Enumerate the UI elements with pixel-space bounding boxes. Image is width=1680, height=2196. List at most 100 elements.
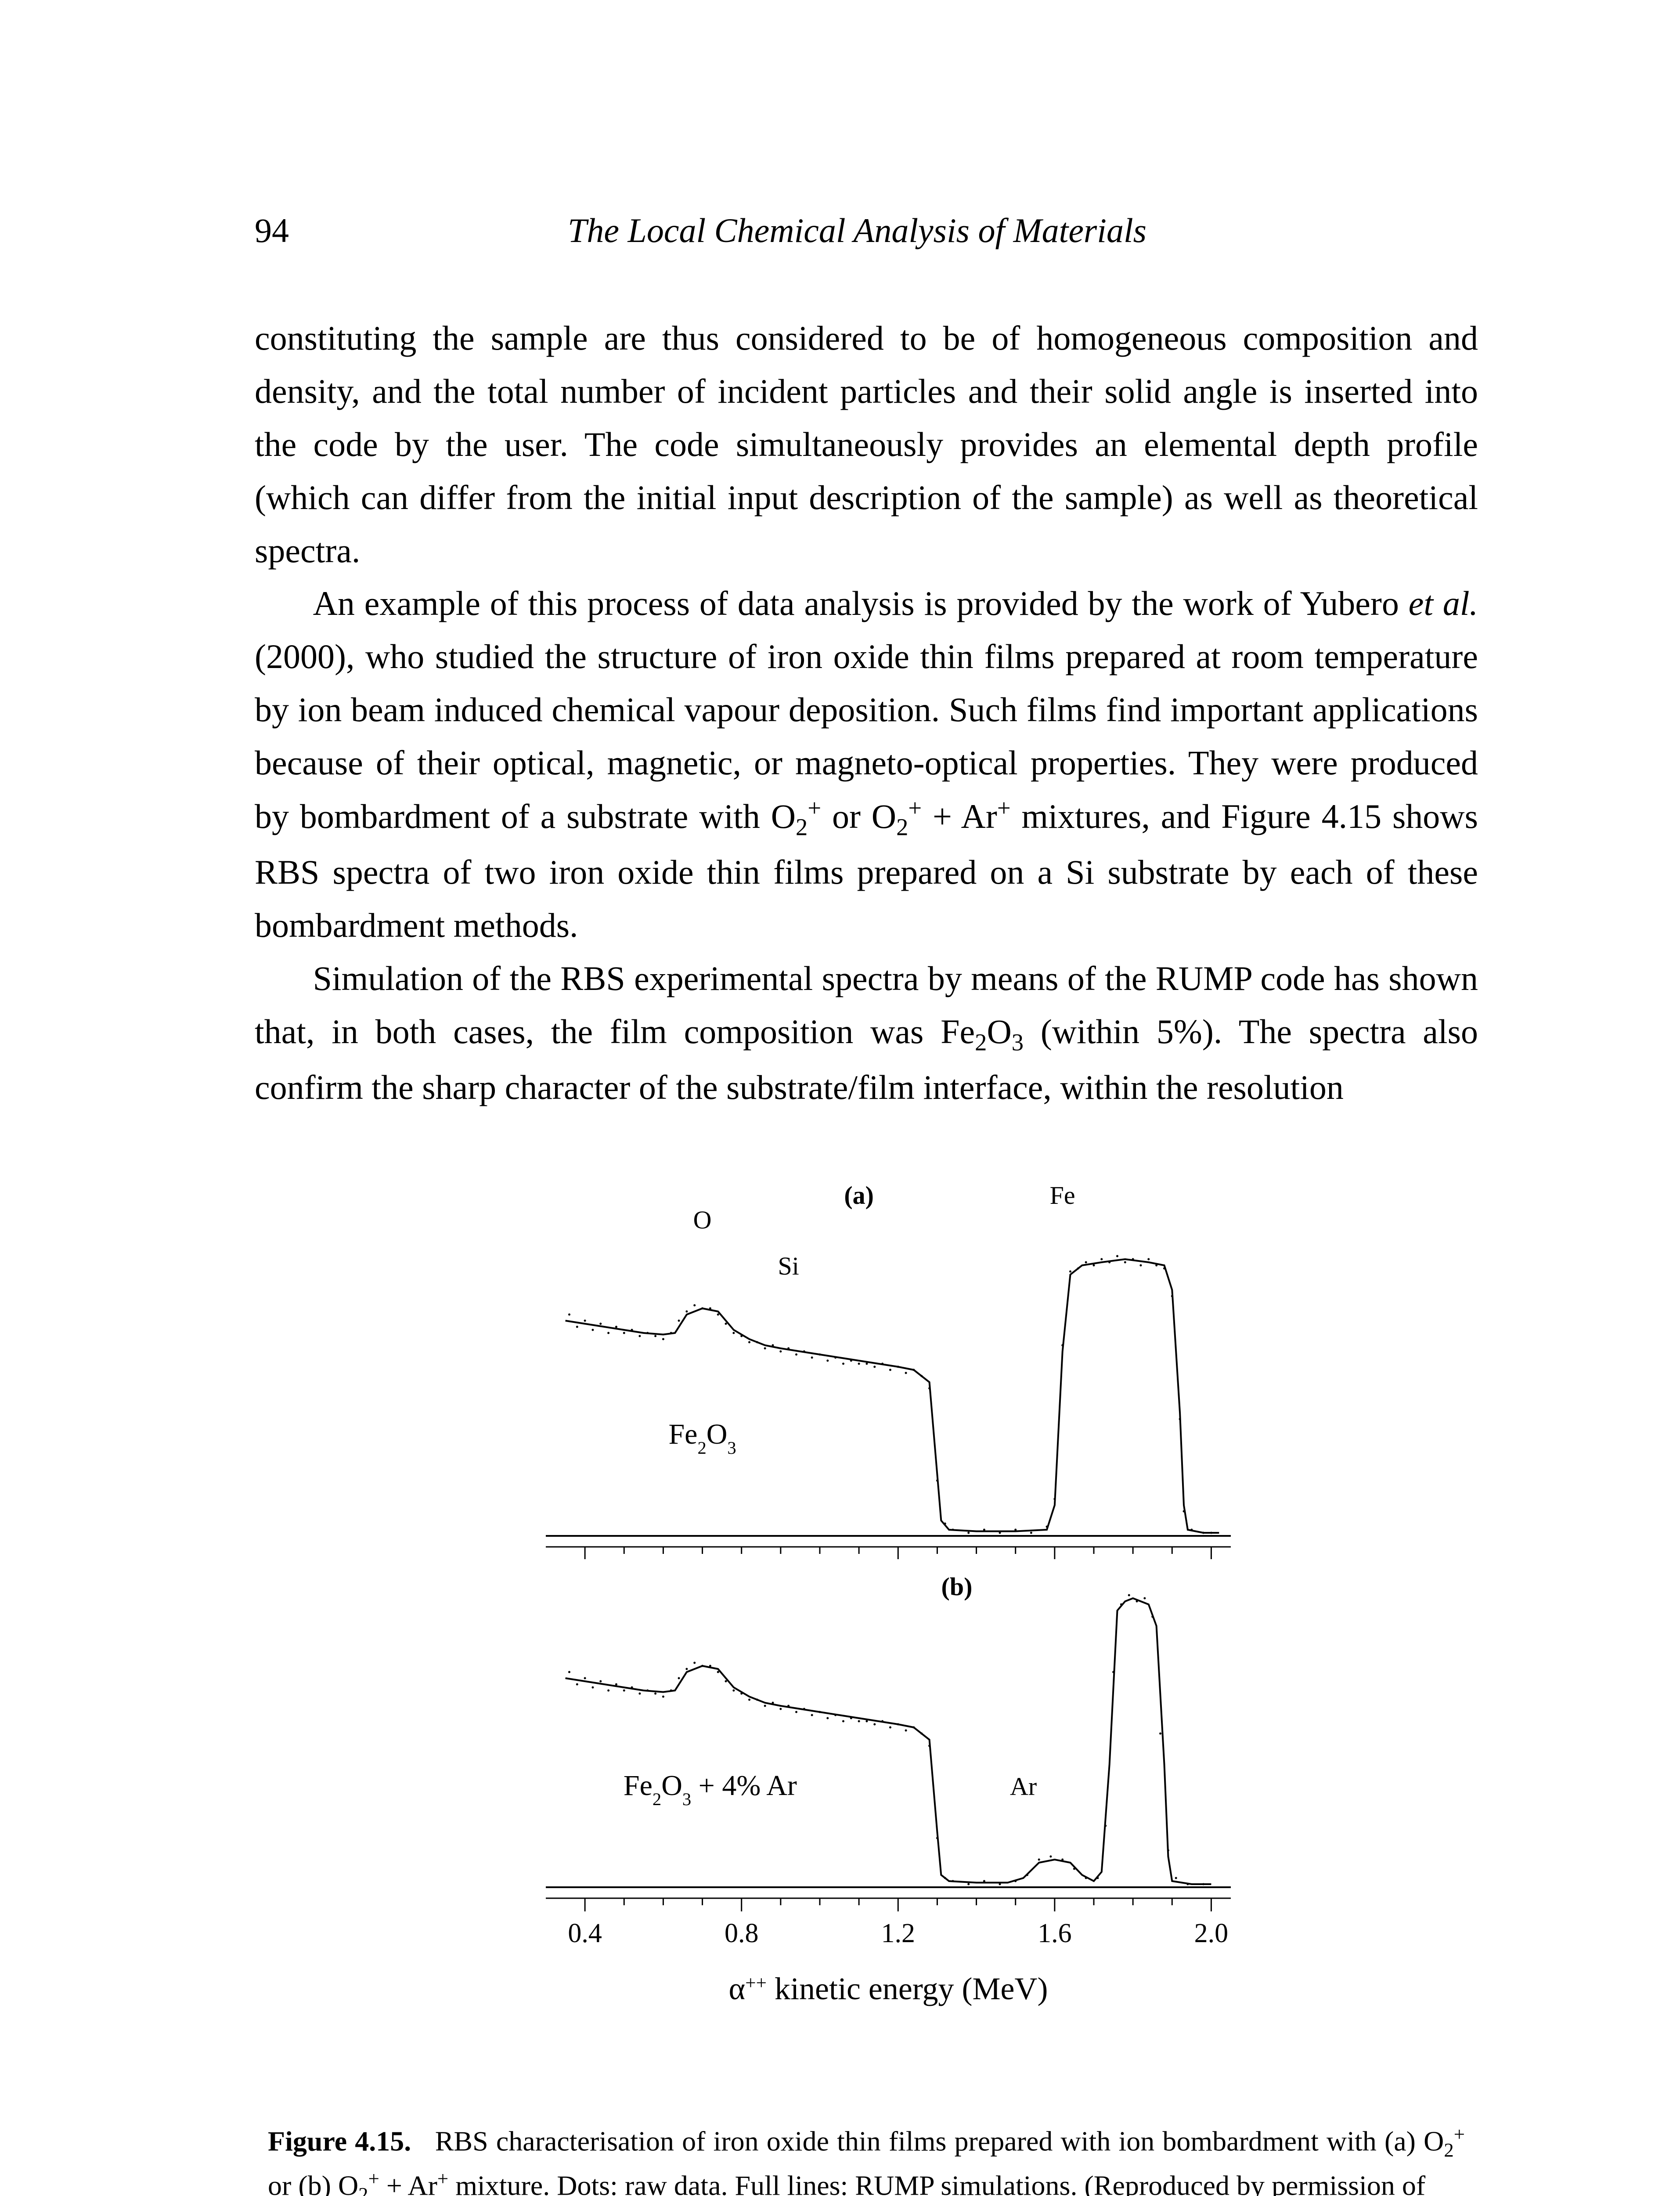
series-a-dot	[1093, 1264, 1095, 1266]
series-a-dot	[1202, 1531, 1204, 1534]
series-b-dot	[983, 1880, 985, 1882]
series-a-dot	[1210, 1531, 1212, 1534]
p2-sub-2: 2	[896, 814, 908, 841]
label-a: (a)	[844, 1181, 874, 1210]
series-b-dot	[873, 1723, 876, 1725]
series-b-dot	[1136, 1600, 1138, 1602]
series-a-dot	[670, 1332, 672, 1334]
series-b-dot	[1026, 1874, 1028, 1876]
series-a-line	[566, 1259, 1219, 1533]
series-b-dot	[638, 1692, 641, 1694]
series-b-dot	[756, 1698, 758, 1701]
p3-sub-2: 3	[1012, 1029, 1024, 1055]
series-b-dot	[693, 1661, 696, 1664]
series-b-dot	[795, 1711, 797, 1713]
series-b-dot	[701, 1665, 703, 1667]
series-b-dot	[1175, 1877, 1177, 1879]
label-ar: Ar	[1010, 1772, 1037, 1801]
series-a-dot	[779, 1350, 782, 1352]
series-a-dot	[1132, 1258, 1134, 1260]
series-b-dot	[1104, 1824, 1107, 1827]
series-b-dot	[912, 1726, 915, 1728]
series-a-dot	[1179, 1418, 1181, 1420]
p2-text-a: An example of this process of data analy…	[313, 584, 1409, 622]
series-a-dot	[1085, 1261, 1087, 1263]
series-a-dot	[717, 1313, 719, 1315]
p2-sup-1: +	[808, 795, 821, 821]
series-a-dot	[999, 1531, 1001, 1534]
page-number: 94	[255, 211, 289, 250]
series-a-dot	[928, 1387, 930, 1389]
series-a-dot	[842, 1362, 844, 1365]
label-fe: Fe	[1050, 1181, 1075, 1210]
label-fe2o3: Fe2O3	[668, 1418, 736, 1458]
series-b-dot	[615, 1683, 617, 1685]
series-a-dot	[615, 1326, 617, 1328]
caption-sub-1: 2	[1444, 2139, 1453, 2161]
series-b-line	[566, 1598, 1211, 1884]
series-b-dot	[842, 1720, 844, 1722]
series-a-dot	[732, 1332, 735, 1334]
series-a-dot	[1124, 1261, 1126, 1263]
x-axis-label: α++ kinetic energy (MeV)	[729, 1971, 1048, 2006]
series-a-dot	[568, 1313, 570, 1315]
series-b-dot	[725, 1680, 727, 1682]
series-b-dot	[1159, 1732, 1161, 1734]
series-b-dot	[662, 1695, 664, 1698]
figure-svg-container: O(a)FeSiFe2O30.40.81.21.62.0(b)ArFe2O3 +…	[449, 1167, 1283, 2089]
p2-sub-1: 2	[796, 814, 808, 841]
series-a-dot	[889, 1369, 891, 1371]
p2-text-c: or O	[821, 797, 896, 835]
series-a-dot	[1183, 1510, 1185, 1512]
series-a-dot	[576, 1326, 578, 1328]
series-b-dot	[764, 1705, 766, 1707]
label-b: (b)	[941, 1572, 973, 1601]
series-a-dot	[1108, 1261, 1110, 1263]
series-a-dot	[803, 1350, 805, 1352]
series-a-dot	[756, 1341, 758, 1343]
series-a-dot	[983, 1528, 985, 1531]
series-a-dot	[725, 1322, 727, 1325]
series-a-dot	[1171, 1295, 1173, 1297]
series-a-dot	[897, 1365, 899, 1368]
series-b-dot	[654, 1692, 656, 1694]
series-a-dot	[936, 1479, 938, 1481]
x-tick-label: 2.0	[1194, 1918, 1229, 1948]
series-a-dot	[1069, 1270, 1071, 1272]
series-b-dot	[936, 1837, 938, 1839]
series-b-dot	[1061, 1858, 1064, 1860]
series-a-dot	[881, 1362, 883, 1365]
caption-sup-2: +	[368, 2167, 379, 2189]
series-b-dot	[803, 1708, 805, 1710]
series-b-dot	[952, 1880, 954, 1882]
running-title: The Local Chemical Analysis of Materials	[289, 211, 1425, 250]
series-b-dot	[826, 1717, 829, 1719]
body-text-block: constituting the sample are thus conside…	[255, 312, 1478, 1114]
series-a-dot	[834, 1356, 836, 1358]
series-b-dot	[685, 1668, 688, 1670]
series-b-dot	[748, 1698, 750, 1701]
caption-sup-1: +	[1454, 2123, 1465, 2145]
series-a-dot	[591, 1329, 594, 1331]
caption-part3: + Ar	[379, 2170, 437, 2196]
caption-sub-2: 2	[358, 2183, 368, 2196]
series-a-dot	[826, 1359, 829, 1362]
series-a-dot	[811, 1356, 813, 1358]
series-b-dot	[623, 1689, 625, 1691]
series-b-dot	[897, 1723, 899, 1725]
series-b-dot	[1128, 1594, 1130, 1596]
series-a-dot	[1077, 1267, 1079, 1269]
series-a-dot	[693, 1304, 696, 1306]
x-tick-label: 0.4	[568, 1918, 602, 1948]
caption-part4: mixture. Dots: raw data. Full lines: RUM…	[448, 2170, 1425, 2196]
series-a-dot	[654, 1335, 656, 1337]
series-b-dot	[1151, 1615, 1154, 1618]
label-si: Si	[778, 1252, 799, 1280]
series-b-dot	[889, 1726, 891, 1728]
series-b-dot	[717, 1671, 719, 1673]
series-b-dot	[944, 1877, 946, 1879]
series-b-dot	[850, 1717, 852, 1719]
series-b-dot	[787, 1705, 790, 1707]
series-a-dot	[1046, 1525, 1048, 1528]
series-b-dot	[811, 1714, 813, 1716]
